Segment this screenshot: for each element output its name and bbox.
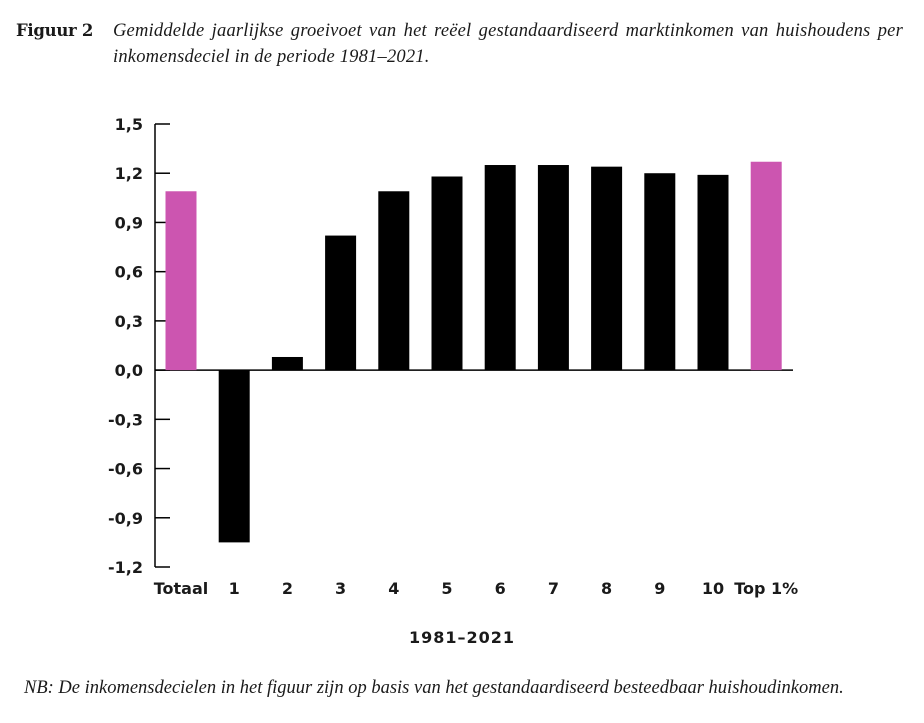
x-tick-label: 7 bbox=[548, 579, 559, 598]
y-tick-label: -0,6 bbox=[108, 460, 143, 479]
x-tick-label: 8 bbox=[601, 579, 612, 598]
y-tick-label: -1,2 bbox=[108, 558, 143, 577]
x-tick-label: 9 bbox=[654, 579, 665, 598]
bar bbox=[325, 235, 357, 371]
y-tick-label: 0,0 bbox=[115, 361, 143, 380]
figure-title: Gemiddelde jaarlijkse groeivoet van het … bbox=[113, 21, 903, 67]
x-tick-label: 5 bbox=[441, 579, 452, 598]
y-tick-label: 0,6 bbox=[115, 263, 143, 282]
y-tick-label: 0,9 bbox=[115, 213, 143, 232]
footnote: NB: De inkomensdecielen in het figuur zi… bbox=[24, 678, 844, 698]
y-tick-label: -0,3 bbox=[108, 410, 143, 429]
bar bbox=[644, 173, 676, 371]
bar bbox=[591, 166, 623, 371]
x-tick-label: 2 bbox=[282, 579, 293, 598]
x-tick-label: 4 bbox=[388, 579, 399, 598]
bar bbox=[431, 176, 463, 371]
figure-label: Figuur 2 bbox=[16, 21, 94, 40]
y-tick-label: 1,5 bbox=[115, 115, 143, 134]
bar bbox=[165, 191, 197, 371]
y-tick-label: 1,2 bbox=[115, 164, 143, 183]
x-tick-label: Top 1% bbox=[734, 579, 798, 598]
bar bbox=[218, 370, 250, 543]
x-tick-label: 1 bbox=[229, 579, 240, 598]
y-tick-label: 0,3 bbox=[115, 312, 143, 331]
x-tick-label: Totaal bbox=[154, 579, 209, 598]
x-tick-label: 10 bbox=[702, 579, 724, 598]
x-axis-label: 1981–2021 bbox=[408, 628, 516, 647]
bar bbox=[697, 174, 729, 371]
bar bbox=[378, 191, 410, 371]
y-tick-label: -0,9 bbox=[108, 509, 143, 528]
bar bbox=[537, 165, 569, 371]
x-tick-label: 3 bbox=[335, 579, 346, 598]
bar bbox=[271, 356, 303, 371]
x-tick-label: 6 bbox=[495, 579, 506, 598]
bar bbox=[750, 161, 782, 371]
bar bbox=[484, 165, 516, 371]
